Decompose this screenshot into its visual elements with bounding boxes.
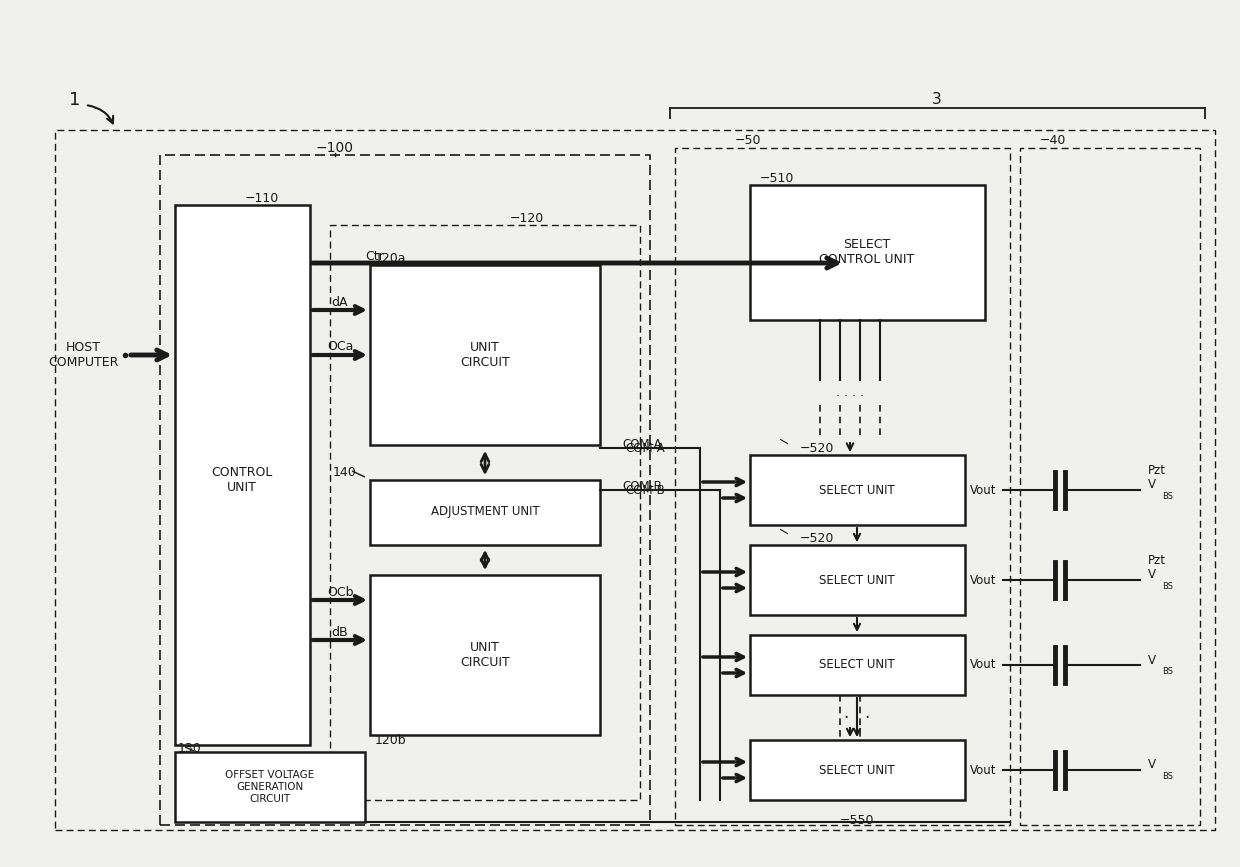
Text: SELECT UNIT: SELECT UNIT [820, 573, 895, 586]
Text: ADJUSTMENT UNIT: ADJUSTMENT UNIT [430, 505, 539, 518]
Text: −40: −40 [1040, 134, 1066, 147]
Text: BS: BS [1162, 492, 1173, 501]
Text: V: V [1148, 569, 1156, 582]
Text: SELECT
CONTROL UNIT: SELECT CONTROL UNIT [820, 238, 915, 266]
Text: −510: −510 [760, 172, 795, 185]
Text: COM-B: COM-B [622, 480, 662, 493]
Bar [750, 635, 965, 695]
Text: 3: 3 [932, 93, 942, 108]
Text: BS: BS [1162, 582, 1173, 591]
Text: 1: 1 [69, 91, 81, 109]
Text: SELECT UNIT: SELECT UNIT [820, 659, 895, 672]
Text: dA: dA [332, 296, 348, 309]
Text: 120b: 120b [374, 733, 407, 746]
Text: . . . .: . . . . [836, 387, 864, 400]
Text: −110: −110 [246, 192, 279, 205]
Bar [370, 265, 600, 445]
Bar [175, 752, 365, 822]
Text: V: V [1148, 654, 1156, 667]
Text: UNIT
CIRCUIT: UNIT CIRCUIT [460, 341, 510, 369]
Text: UNIT
CIRCUIT: UNIT CIRCUIT [460, 641, 510, 669]
Text: BS: BS [1162, 667, 1173, 676]
Text: Ctr: Ctr [365, 250, 383, 263]
Text: Vout: Vout [970, 659, 997, 672]
Bar [750, 185, 985, 320]
Text: −100: −100 [316, 141, 353, 155]
Text: V: V [1148, 479, 1156, 492]
Text: CONTROL
UNIT: CONTROL UNIT [211, 466, 273, 494]
Bar [370, 480, 600, 545]
Bar [750, 545, 965, 615]
Text: OFFSET VOLTAGE
GENERATION
CIRCUIT: OFFSET VOLTAGE GENERATION CIRCUIT [226, 771, 315, 804]
Text: dB: dB [331, 625, 348, 638]
Text: Vout: Vout [970, 764, 997, 777]
Text: SELECT UNIT: SELECT UNIT [820, 484, 895, 497]
Text: −120: −120 [510, 212, 544, 225]
Bar [750, 740, 965, 800]
Text: −520: −520 [800, 441, 835, 454]
Text: COM-A: COM-A [622, 439, 662, 452]
Text: OCa: OCa [327, 341, 353, 354]
Text: SELECT UNIT: SELECT UNIT [820, 764, 895, 777]
Text: BS: BS [1162, 772, 1173, 781]
Bar [750, 455, 965, 525]
Text: Pzt: Pzt [1148, 553, 1166, 566]
Text: Vout: Vout [970, 484, 997, 497]
Text: Vout: Vout [970, 573, 997, 586]
Text: −50: −50 [735, 134, 761, 147]
Text: HOST
COMPUTER: HOST COMPUTER [48, 341, 118, 369]
Text: V: V [1148, 759, 1156, 772]
Text: −550: −550 [839, 813, 874, 826]
Bar [175, 205, 310, 745]
Text: 140: 140 [334, 466, 357, 479]
Text: COM-B: COM-B [625, 484, 665, 497]
Text: 120a: 120a [374, 251, 407, 264]
Bar [370, 575, 600, 735]
Text: OCb: OCb [327, 585, 353, 598]
Text: 130: 130 [179, 741, 202, 754]
Text: · · ·: · · · [844, 709, 870, 727]
Text: −520: −520 [800, 531, 835, 544]
Text: COM-A: COM-A [625, 441, 665, 454]
Text: Pzt: Pzt [1148, 464, 1166, 477]
